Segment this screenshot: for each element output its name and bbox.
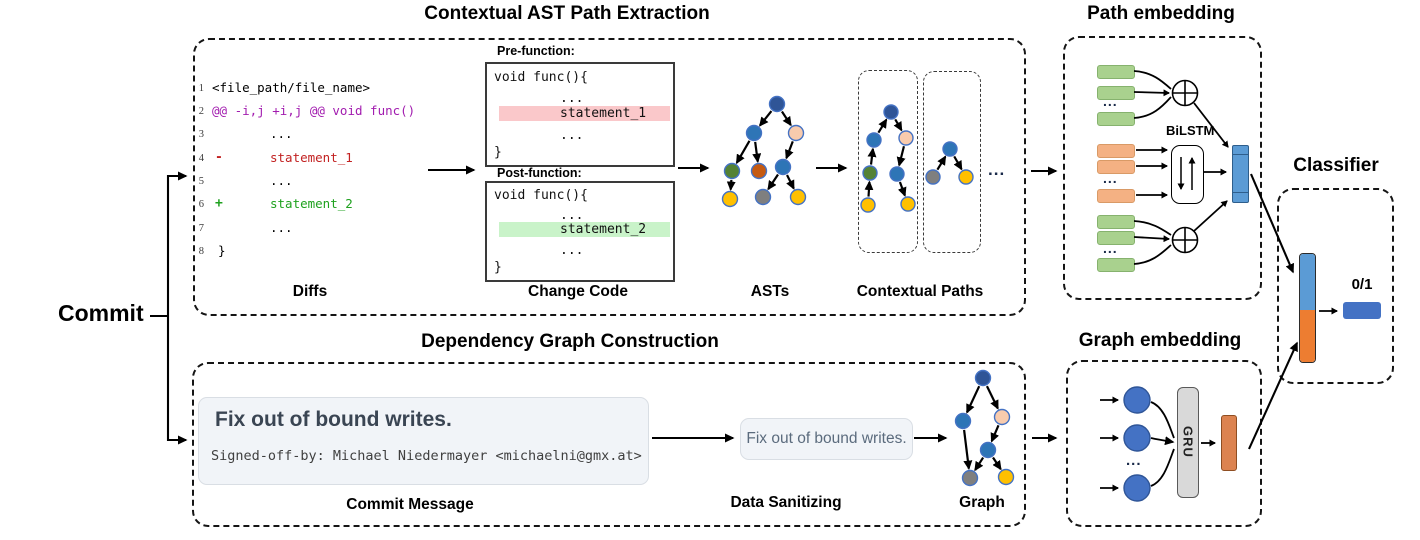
contextual-path-box-1 xyxy=(858,70,918,253)
path-embedding-box xyxy=(1063,36,1262,300)
bilstm-block xyxy=(1171,145,1204,204)
classifier-output-rect xyxy=(1343,302,1381,319)
commit-message-signoff: Signed-off-by: Michael Niedermayer <mich… xyxy=(211,448,642,464)
contextual-paths-label: Contextual Paths xyxy=(856,283,984,300)
data-sanitizing-box: Fix out of bound writes. xyxy=(740,418,913,460)
graph-label: Graph xyxy=(959,494,1005,511)
graph-embedding-title: Graph embedding xyxy=(1078,330,1242,351)
gru-label: GRU xyxy=(1180,426,1196,458)
group-ellipsis: ... xyxy=(1103,170,1118,186)
classifier-concat-bar xyxy=(1299,253,1316,363)
commit-message-box: Fix out of bound writes. Signed-off-by: … xyxy=(198,397,649,485)
pre-function-label: Pre-function: xyxy=(497,44,575,58)
data-sanitizing-label: Data Sanitizing xyxy=(730,494,842,511)
removed-statement-highlight: statement_1 xyxy=(499,106,670,121)
bar-segment-divider xyxy=(1233,192,1248,193)
classifier-graph-part xyxy=(1300,310,1315,362)
group-ellipsis: ... xyxy=(1103,93,1118,109)
group-ellipsis: ... xyxy=(1103,240,1118,256)
classifier-box xyxy=(1277,188,1394,384)
dep-section-box xyxy=(192,362,1026,527)
dep-section-title: Dependency Graph Construction xyxy=(421,331,719,352)
classifier-path-part xyxy=(1300,254,1315,310)
sanitized-message-text: Fix out of bound writes. xyxy=(746,430,907,447)
diffs-label: Diffs xyxy=(292,283,328,300)
post-function-label: Post-function: xyxy=(497,166,582,180)
pre-function-codebox: void func(){ ... statement_1 ... } xyxy=(485,62,675,167)
bilstm-label: BiLSTM xyxy=(1166,123,1215,138)
asts-label: ASTs xyxy=(750,283,790,300)
paths-ellipsis: ... xyxy=(988,160,1006,179)
commit-message-title: Fix out of bound writes. xyxy=(215,408,452,431)
contextual-path-box-2 xyxy=(923,71,981,253)
commit-message-label: Commit Message xyxy=(346,496,474,513)
gru-block xyxy=(1177,387,1199,498)
post-function-codebox: void func(){ ... statement_2 ... } xyxy=(485,181,675,282)
path-vector-rect xyxy=(1097,144,1135,158)
commit-connector xyxy=(150,171,188,445)
commit-label: Commit xyxy=(58,300,144,326)
path-vector-rect xyxy=(1097,258,1135,272)
path-vector-rect xyxy=(1097,112,1135,126)
path-vector-rect xyxy=(1097,215,1135,229)
output-label: 0/1 xyxy=(1351,276,1373,293)
path-embedding-output-bar xyxy=(1232,145,1249,203)
bar-segment-divider xyxy=(1233,154,1248,155)
path-vector-rect xyxy=(1097,189,1135,203)
path-vector-rect xyxy=(1097,160,1135,174)
group-ellipsis: ... xyxy=(1126,452,1142,469)
graph-embedding-output-bar xyxy=(1221,415,1237,471)
ast-section-title: Contextual AST Path Extraction xyxy=(424,3,710,24)
change-code-label: Change Code xyxy=(528,283,628,300)
classifier-title: Classifier xyxy=(1293,155,1379,176)
ast-section-box xyxy=(193,38,1026,316)
added-statement-highlight: statement_2 xyxy=(499,222,670,237)
path-vector-rect xyxy=(1097,65,1135,79)
path-embedding-title: Path embedding xyxy=(1087,3,1235,24)
